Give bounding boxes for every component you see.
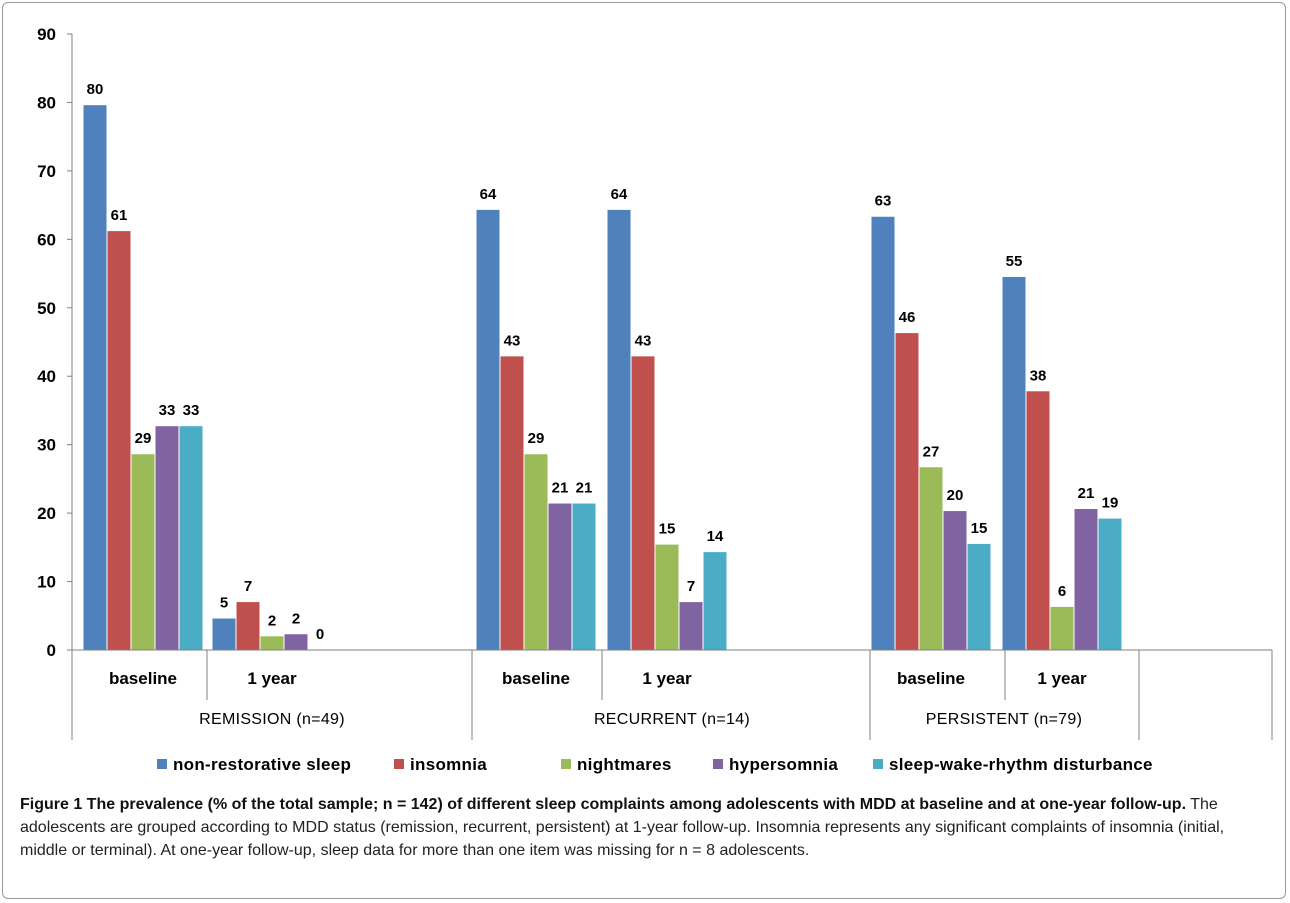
figure-caption: Figure 1 The prevalence (% of the total … (20, 793, 1275, 862)
bar (1026, 391, 1050, 650)
y-axis: 0 10 20 30 40 50 60 70 80 90 (37, 25, 73, 660)
data-label: 33 (183, 402, 200, 419)
data-label: 20 (947, 487, 964, 504)
x-axis: baseline 1 year REMISSION (n=49) baseline 1 … (71, 649, 1273, 740)
legend-label: nightmares (577, 755, 672, 774)
y-tick-label: 60 (37, 230, 56, 249)
bar (703, 552, 727, 650)
bar (967, 543, 991, 650)
y-tick-label: 10 (37, 573, 56, 592)
data-label: 63 (875, 193, 892, 210)
legend: non-restorative sleep insomnia nightmares h… (157, 755, 1153, 774)
y-tick-label: 0 (47, 641, 56, 660)
data-label: 46 (899, 309, 916, 326)
caption-title: Figure 1 The prevalence (% of the total … (20, 796, 1187, 813)
x-subcategory-label: 1 year (1037, 669, 1087, 688)
y-tick-label: 30 (37, 436, 56, 455)
bar (83, 105, 107, 650)
data-label: 15 (971, 520, 988, 537)
x-subcategory-label: baseline (897, 669, 965, 688)
bar (155, 426, 179, 650)
y-tick-label: 40 (37, 367, 56, 386)
data-label: 2 (292, 610, 300, 627)
data-label: 64 (480, 186, 497, 203)
x-subcategory-label: baseline (109, 669, 177, 688)
data-label: 0 (316, 626, 324, 643)
x-group-label: RECURRENT (n=14) (594, 711, 750, 728)
bar (107, 231, 131, 650)
legend-label: non-restorative sleep (173, 755, 351, 774)
y-tick-label: 90 (37, 25, 56, 44)
data-label: 21 (576, 480, 593, 497)
x-subcategory-label: baseline (502, 669, 570, 688)
bar (260, 636, 284, 650)
data-label: 29 (528, 430, 545, 447)
data-label: 29 (135, 430, 152, 447)
bar (1074, 509, 1098, 650)
legend-swatch (713, 759, 723, 769)
data-label: 7 (687, 578, 695, 595)
legend-swatch (873, 759, 883, 769)
data-label: 21 (552, 480, 569, 497)
data-label: 5 (220, 595, 228, 612)
bar (1098, 518, 1122, 650)
bar (631, 356, 655, 650)
data-label: 2 (268, 612, 276, 629)
bar (548, 503, 572, 650)
data-label: 19 (1102, 495, 1119, 512)
data-label: 61 (111, 207, 128, 224)
bar (1002, 276, 1026, 650)
data-label: 80 (87, 81, 104, 98)
data-label: 6 (1058, 583, 1066, 600)
data-label: 21 (1078, 485, 1095, 502)
bar (236, 602, 260, 650)
bars (83, 105, 1122, 650)
legend-label: sleep-wake-rhythm disturbance (889, 755, 1153, 774)
x-subcategory-label: 1 year (247, 669, 297, 688)
legend-label: insomnia (410, 755, 487, 774)
bar (871, 216, 895, 650)
data-label: 14 (707, 528, 724, 545)
bar (524, 454, 548, 650)
bar (572, 503, 596, 650)
y-tick-label: 50 (37, 299, 56, 318)
bar (919, 467, 943, 650)
bar (607, 209, 631, 650)
bar (284, 634, 308, 650)
data-label: 43 (504, 332, 521, 349)
bar (895, 333, 919, 650)
bar (131, 454, 155, 650)
data-label: 7 (244, 578, 252, 595)
x-group-label: PERSISTENT (n=79) (926, 711, 1082, 728)
data-label: 33 (159, 402, 176, 419)
x-subcategory-label: 1 year (642, 669, 692, 688)
bar (212, 618, 236, 650)
bar (943, 511, 967, 650)
legend-label: hypersomnia (729, 755, 838, 774)
y-tick-label: 80 (37, 93, 56, 112)
bar (655, 544, 679, 650)
legend-swatch (394, 759, 404, 769)
data-label: 55 (1006, 253, 1023, 270)
data-label: 64 (611, 186, 628, 203)
data-label: 15 (659, 521, 676, 538)
caption-text: The adolescents are grouped according to… (20, 796, 1225, 859)
bar (500, 356, 524, 650)
x-group-label: REMISSION (n=49) (199, 711, 345, 728)
bar (476, 209, 500, 650)
legend-swatch (561, 759, 571, 769)
y-tick-label: 20 (37, 504, 56, 523)
legend-swatch (157, 759, 167, 769)
bar (679, 602, 703, 650)
y-tick-label: 70 (37, 162, 56, 181)
data-label: 38 (1030, 367, 1047, 384)
data-label: 43 (635, 332, 652, 349)
bar (179, 426, 203, 650)
data-labels: 80 5 64 64 63 55 61 7 43 43 46 38 29 2 29 15 27 6 33 2 21 7 20… (87, 81, 1119, 643)
data-label: 27 (923, 443, 940, 460)
bar (1050, 606, 1074, 650)
